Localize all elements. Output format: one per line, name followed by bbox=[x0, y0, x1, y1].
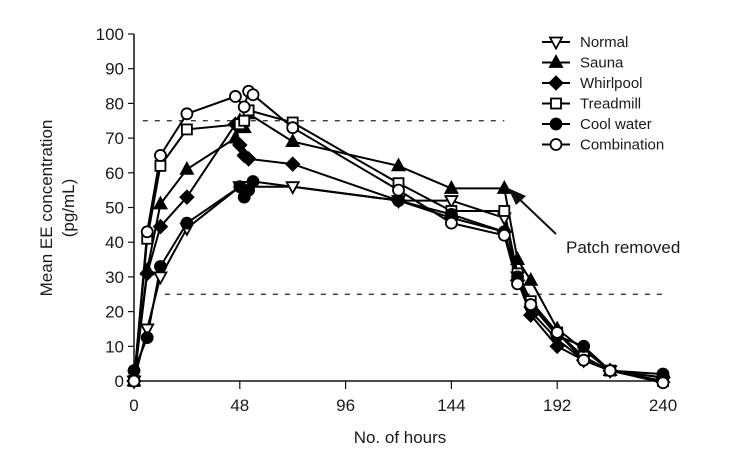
legend-item-cool-water: Cool water bbox=[542, 116, 652, 133]
x-tick-label: 192 bbox=[543, 396, 571, 415]
y-tick-label: 20 bbox=[105, 303, 124, 322]
annotation-arrow-line bbox=[515, 195, 557, 235]
data-point-combination bbox=[511, 277, 524, 291]
data-point-combination bbox=[154, 149, 167, 162]
data-point-normal bbox=[139, 323, 155, 338]
data-point-combination bbox=[180, 107, 194, 121]
legend-marker-cool-water bbox=[549, 117, 563, 131]
y-tick-label: 30 bbox=[105, 268, 124, 287]
data-point-combination bbox=[550, 326, 564, 339]
data-point-combination bbox=[127, 374, 141, 388]
data-point-combination bbox=[392, 183, 405, 197]
data-point-combination bbox=[497, 228, 511, 242]
y-tick-label: 0 bbox=[115, 372, 124, 391]
data-point-combination bbox=[140, 225, 154, 239]
annotation-arrowhead bbox=[508, 188, 526, 205]
data-point-normal bbox=[152, 271, 168, 286]
data-point-whirlpool bbox=[152, 218, 169, 235]
data-point-cool-water bbox=[392, 194, 405, 207]
data-point-cool-water bbox=[246, 175, 260, 188]
data-point-sauna bbox=[523, 271, 539, 286]
data-point-treadmill bbox=[498, 205, 511, 217]
data-point-cool-water bbox=[154, 260, 167, 273]
data-point-normal bbox=[443, 195, 459, 209]
y-tick-label: 50 bbox=[105, 199, 124, 218]
data-point-combination bbox=[603, 364, 617, 377]
annotation: Patch removed bbox=[508, 188, 680, 257]
data-point-combination bbox=[246, 88, 260, 102]
y-axis-subtitle: (pg/mL) bbox=[59, 179, 78, 238]
y-tick-label: 80 bbox=[105, 94, 124, 113]
data-point-treadmill bbox=[180, 123, 193, 136]
legend: Normal Sauna Whirlpool Treadmill Cool water C… bbox=[542, 34, 664, 154]
legend-item-sauna: Sauna bbox=[542, 54, 624, 72]
data-point-combination bbox=[237, 100, 251, 114]
data-point-combination bbox=[286, 121, 300, 135]
data-point-combination bbox=[524, 298, 538, 312]
data-point-whirlpool bbox=[549, 338, 565, 355]
data-point-whirlpool bbox=[139, 265, 155, 282]
data-point-combination bbox=[444, 216, 458, 230]
data-point-cool-water bbox=[140, 331, 154, 345]
data-point-whirlpool bbox=[240, 151, 257, 167]
data-point-sauna bbox=[152, 195, 168, 210]
series-line-combination bbox=[133, 90, 664, 384]
annotation-text: Patch removed bbox=[566, 238, 680, 257]
data-point-normal bbox=[285, 181, 301, 196]
data-point-sauna bbox=[510, 251, 526, 265]
x-tick-label: 0 bbox=[129, 396, 138, 415]
legend-item-normal: Normal bbox=[542, 34, 628, 51]
series-lines bbox=[133, 90, 664, 384]
x-tick-label: 48 bbox=[230, 396, 249, 415]
y-tick-label: 100 bbox=[96, 25, 124, 44]
legend-marker-combination bbox=[549, 138, 563, 151]
legend-label: Normal bbox=[580, 34, 628, 51]
legend-label: Cool water bbox=[580, 116, 652, 133]
legend-item-whirlpool: Whirlpool bbox=[542, 75, 643, 92]
data-point-sauna bbox=[285, 133, 301, 147]
data-point-whirlpool bbox=[232, 137, 248, 153]
legend-item-combination: Combination bbox=[542, 137, 664, 154]
data-point-sauna bbox=[179, 160, 195, 175]
legend-marker-whirlpool bbox=[548, 75, 564, 91]
x-tick-label: 96 bbox=[336, 396, 355, 415]
legend-item-treadmill: Treadmill bbox=[542, 96, 641, 113]
x-tick-label: 144 bbox=[437, 396, 465, 415]
data-point-treadmill bbox=[238, 114, 251, 127]
legend-label: Combination bbox=[580, 137, 664, 154]
data-point-whirlpool bbox=[179, 189, 195, 205]
data-point-sauna bbox=[496, 180, 512, 194]
series-markers bbox=[126, 84, 671, 390]
y-tick-label: 40 bbox=[105, 233, 124, 252]
data-point-sauna bbox=[443, 180, 459, 194]
y-tick-label: 90 bbox=[105, 60, 124, 79]
legend-label: Treadmill bbox=[580, 96, 641, 113]
legend-marker-treadmill bbox=[550, 97, 562, 110]
axes: 0 10 20 30 40 50 60 70 80 90 100 0 48 96 144 192 240 bbox=[96, 25, 678, 415]
y-tick-label: 60 bbox=[105, 164, 124, 183]
data-point-whirlpool bbox=[284, 156, 301, 172]
legend-label: Sauna bbox=[580, 55, 624, 72]
data-point-combination bbox=[228, 90, 242, 103]
legend-marker-normal bbox=[548, 36, 564, 51]
legend-marker-sauna bbox=[548, 54, 564, 68]
legend-label: Whirlpool bbox=[580, 75, 643, 92]
x-tick-label: 240 bbox=[649, 396, 677, 415]
reference-lines bbox=[142, 120, 663, 295]
y-tick-label: 10 bbox=[105, 337, 124, 356]
data-point-combination bbox=[577, 353, 591, 367]
data-point-cool-water bbox=[127, 364, 141, 377]
data-point-cool-water bbox=[180, 216, 194, 230]
data-point-whirlpool bbox=[522, 307, 539, 323]
x-axis-title: No. of hours bbox=[354, 428, 447, 447]
data-point-sauna bbox=[390, 157, 407, 172]
y-tick-label: 70 bbox=[105, 129, 124, 148]
y-axis-title: Mean EE concentration bbox=[37, 120, 56, 297]
data-point-treadmill bbox=[154, 159, 167, 172]
data-point-combination bbox=[656, 376, 670, 390]
data-point-cool-water bbox=[577, 339, 591, 353]
